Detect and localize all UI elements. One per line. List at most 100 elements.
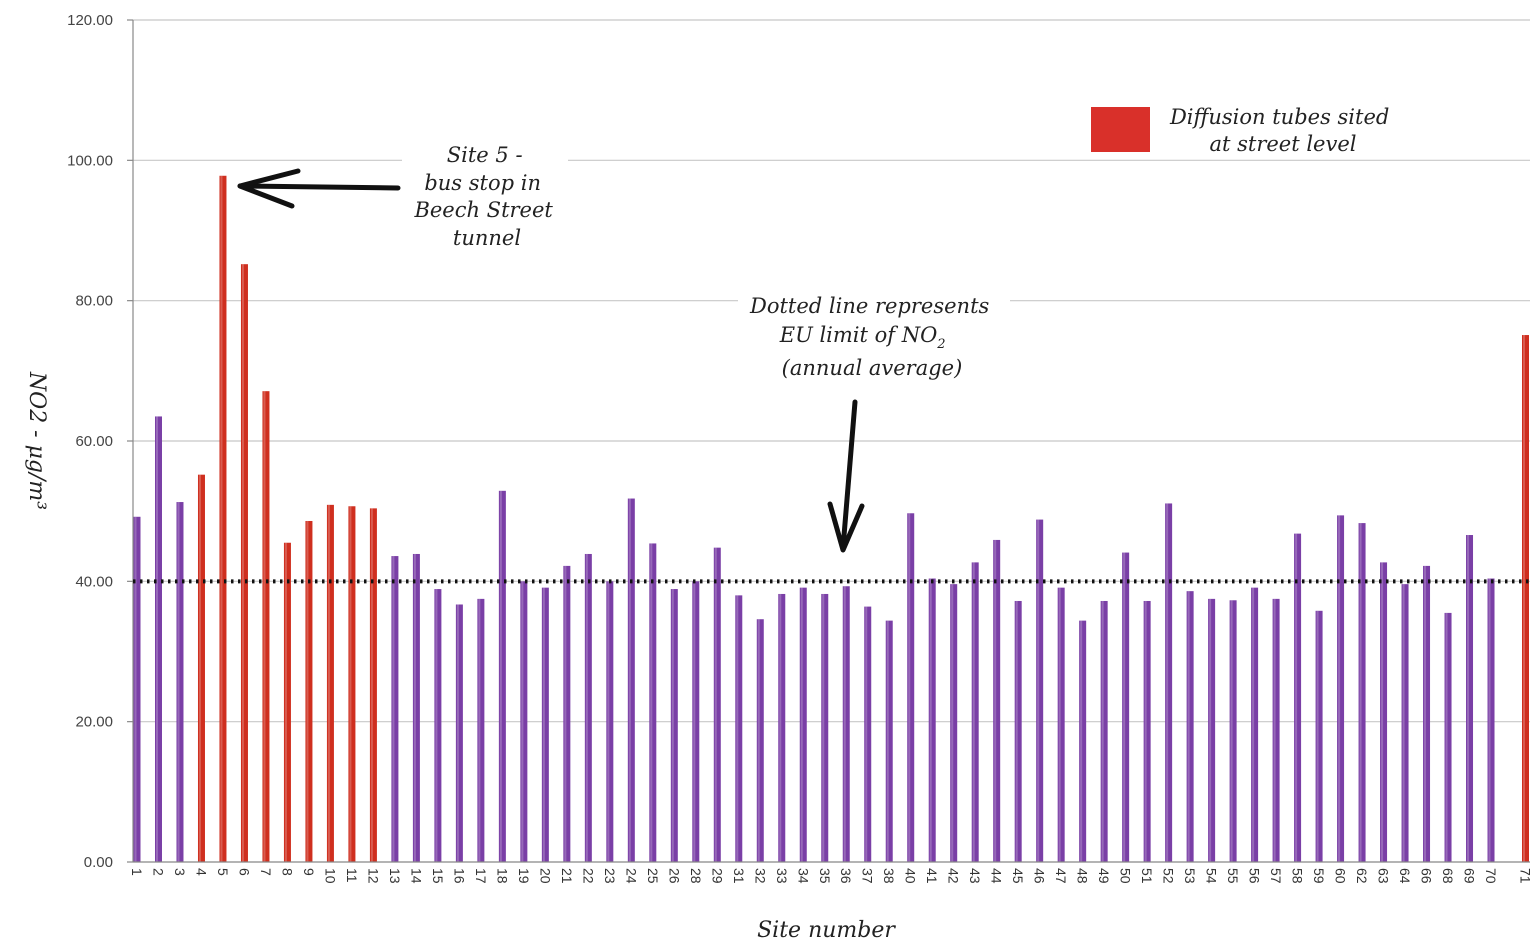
- bar-site-24: [627, 498, 635, 862]
- x-tick-label: 24: [623, 868, 639, 884]
- bar-highlight: [1295, 533, 1298, 862]
- bar-highlight: [1123, 552, 1126, 862]
- x-tick-label: 62: [1354, 868, 1370, 884]
- x-tick-label: 29: [709, 868, 725, 884]
- bar-site-46: [1036, 519, 1044, 862]
- bar-highlight: [1445, 612, 1448, 862]
- x-tick-label: 45: [1010, 868, 1026, 884]
- x-tick-label: 38: [881, 868, 897, 884]
- x-tick-label: 17: [473, 868, 489, 884]
- x-tick-label: 56: [1247, 868, 1263, 884]
- x-tick-label: 71: [1518, 868, 1534, 884]
- bar-highlight: [822, 593, 825, 862]
- x-tick-label: 37: [860, 868, 876, 884]
- bar-highlight: [499, 490, 502, 862]
- x-tick-label: 11: [344, 868, 360, 883]
- bar-highlight: [650, 543, 653, 862]
- x-tick-label: 70: [1483, 868, 1499, 884]
- bar-site-10: [326, 504, 334, 862]
- bar-highlight: [628, 498, 631, 862]
- bar-site-25: [649, 543, 657, 862]
- bar-site-57: [1272, 598, 1280, 862]
- bar-site-70: [1487, 578, 1495, 862]
- bar-highlight: [220, 175, 223, 862]
- y-tick-label: 0.00: [84, 854, 113, 871]
- bar-site-4: [197, 474, 205, 862]
- bar-highlight: [542, 587, 545, 862]
- site5-annotation-text: Site 5 - bus stop in Beech Street tunnel: [413, 143, 559, 250]
- bar-site-34: [799, 587, 807, 862]
- x-tick-label: 20: [537, 868, 553, 884]
- x-tick-label: 33: [774, 868, 790, 884]
- bar-highlight: [1037, 519, 1040, 862]
- bar-highlight: [413, 553, 416, 862]
- y-tick-label: 60.00: [75, 433, 113, 450]
- bar-highlight: [284, 542, 287, 862]
- bar-site-20: [541, 587, 549, 862]
- x-tick-label: 14: [408, 868, 424, 884]
- bar-highlight: [306, 520, 309, 862]
- x-tick-label: 22: [580, 868, 596, 884]
- x-tick-label: 54: [1204, 868, 1220, 884]
- bar-site-31: [735, 595, 743, 862]
- bar-site-19: [520, 581, 528, 862]
- x-axis-title: Site number: [757, 918, 896, 943]
- bar-highlight: [1058, 587, 1061, 862]
- bar-highlight: [1252, 587, 1255, 862]
- x-tick-label: 19: [516, 868, 532, 884]
- legend-label: Diffusion tubes sited at street level: [1169, 105, 1396, 156]
- x-tick-label: 44: [989, 868, 1005, 884]
- bar-site-66: [1423, 565, 1431, 862]
- bar-highlight: [585, 553, 588, 862]
- x-tick-label: 2: [150, 868, 166, 876]
- x-tick-label: 66: [1419, 868, 1435, 884]
- x-tick-label: 59: [1311, 868, 1327, 884]
- bar-site-9: [305, 520, 313, 862]
- bar-site-21: [563, 565, 571, 862]
- x-tick-label: 34: [795, 868, 811, 884]
- bar-site-28: [692, 581, 700, 862]
- x-tick-label: 68: [1440, 868, 1456, 884]
- bar-highlight: [607, 581, 610, 862]
- bar-site-41: [928, 578, 936, 862]
- bar-highlight: [198, 474, 201, 862]
- x-tick-label: 35: [817, 868, 833, 884]
- x-tick-label: 36: [838, 868, 854, 884]
- x-tick-label: 12: [365, 868, 381, 884]
- bar-highlight: [714, 547, 717, 862]
- bar-highlight: [843, 586, 846, 862]
- bar-site-36: [842, 586, 850, 862]
- x-tick-label: 16: [451, 868, 467, 884]
- bar-site-26: [670, 589, 678, 862]
- bar-site-17: [477, 598, 485, 862]
- bar-highlight: [435, 589, 438, 862]
- x-tick-label: 31: [731, 868, 747, 884]
- bar-site-55: [1229, 600, 1237, 862]
- bar-highlight: [757, 619, 760, 862]
- x-tick-label: 50: [1118, 868, 1134, 884]
- bar-highlight: [456, 604, 459, 862]
- bar-highlight: [564, 565, 567, 862]
- eu-limit-annotation: Dotted line represents EU limit of NO2 (…: [738, 288, 1010, 553]
- x-tick-label: 49: [1096, 868, 1112, 884]
- bar-highlight: [392, 556, 395, 862]
- bar-highlight: [1523, 335, 1525, 862]
- bar-highlight: [1166, 503, 1169, 862]
- x-tick-label: 8: [279, 868, 295, 876]
- x-tick-label: 9: [301, 868, 317, 876]
- bar-highlight: [693, 581, 696, 862]
- bar-highlight: [370, 508, 373, 862]
- bar-site-23: [606, 581, 614, 862]
- x-tick-label: 48: [1075, 868, 1091, 884]
- bar-highlight: [908, 513, 911, 862]
- x-tick-label: 47: [1053, 868, 1069, 884]
- bar-highlight: [800, 587, 803, 862]
- bar-site-63: [1380, 562, 1388, 862]
- bar-highlight: [177, 502, 180, 862]
- bar-site-54: [1208, 598, 1216, 862]
- bar-highlight: [1144, 600, 1147, 862]
- bar-site-16: [455, 604, 463, 862]
- bar-site-1: [133, 516, 141, 862]
- bar-site-52: [1165, 503, 1173, 862]
